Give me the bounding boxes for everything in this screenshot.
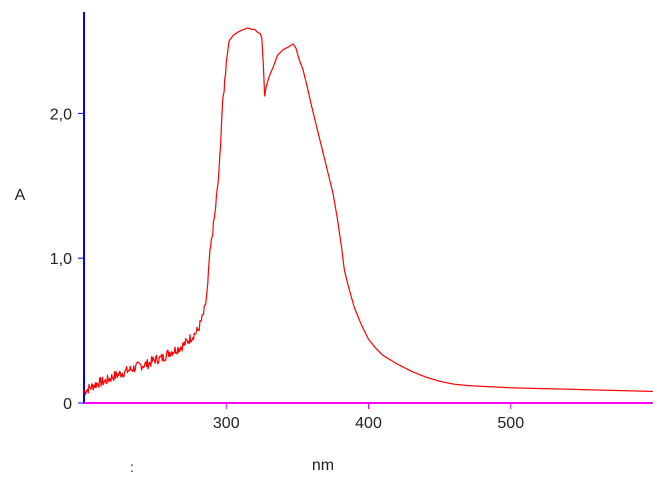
x-axis-title: nm [312,457,334,474]
y-tick-label: 2,0 [50,106,72,123]
y-axis-title: A [15,187,26,204]
y-tick-label: 0 [63,396,72,413]
y-tick-label: 1,0 [50,251,72,268]
series-line-0 [83,27,653,396]
series-layer [83,27,653,396]
axis-titles: A nm : [15,187,334,475]
x-tick-label: 500 [497,415,524,432]
axes [83,12,653,404]
tick-marks [78,112,512,409]
tick-labels: 0 1,0 2,0 300 400 500 [50,106,524,432]
x-tick-label: 400 [355,415,382,432]
stray-mark: : [130,459,134,475]
x-tick-label: 300 [213,415,240,432]
